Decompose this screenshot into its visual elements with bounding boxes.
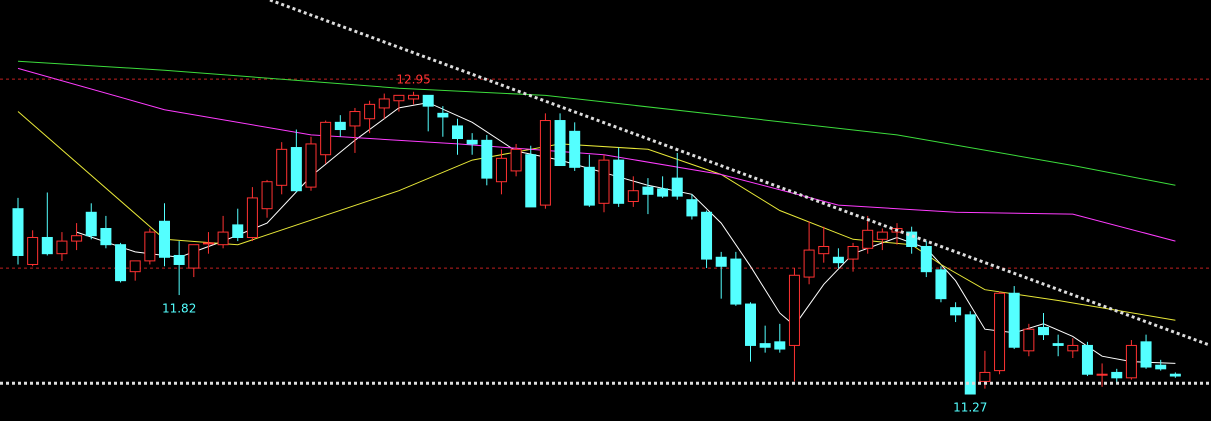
candle-body bbox=[320, 121, 332, 156]
price-label: 11.27 bbox=[953, 401, 987, 415]
candle-body bbox=[906, 231, 918, 247]
candle-body bbox=[569, 130, 581, 168]
candle-body bbox=[745, 303, 756, 346]
candle-body bbox=[554, 120, 566, 167]
candle-body bbox=[657, 188, 669, 197]
candle-body bbox=[364, 103, 376, 120]
candle-body bbox=[510, 148, 522, 172]
candle-body bbox=[701, 211, 713, 260]
candle-body bbox=[598, 159, 610, 204]
candle-body bbox=[964, 314, 976, 395]
candle-body bbox=[950, 307, 962, 316]
candle-body bbox=[495, 157, 507, 183]
candle-body bbox=[1067, 344, 1079, 352]
candle-body bbox=[437, 112, 449, 118]
candle-body bbox=[246, 197, 258, 238]
candle-body bbox=[862, 229, 874, 249]
candle-body bbox=[422, 94, 434, 107]
candle-body bbox=[100, 227, 112, 246]
candle-body bbox=[71, 235, 83, 242]
candle-body bbox=[129, 260, 141, 273]
candle-body bbox=[1096, 373, 1108, 376]
candle-body bbox=[1125, 344, 1137, 379]
candle-body bbox=[290, 147, 302, 192]
price-label: 12.95 bbox=[396, 72, 430, 86]
candle-body bbox=[202, 242, 214, 245]
trend-line bbox=[269, 0, 1211, 347]
candle-body bbox=[1140, 341, 1152, 368]
moving-average bbox=[17, 60, 1176, 186]
candle-body bbox=[276, 148, 288, 186]
candle-body bbox=[642, 186, 654, 195]
candle-body bbox=[173, 254, 185, 265]
candle-body bbox=[832, 256, 844, 264]
candle-body bbox=[847, 245, 859, 260]
candle-body bbox=[159, 220, 170, 258]
candle-body bbox=[334, 121, 346, 131]
candle-body bbox=[452, 125, 463, 140]
candle-body bbox=[12, 208, 24, 256]
candle-body bbox=[818, 245, 830, 255]
candle-body bbox=[261, 181, 273, 210]
candle-body bbox=[305, 143, 317, 188]
candle-body bbox=[1008, 292, 1020, 348]
price-label: 11.82 bbox=[162, 302, 196, 316]
candle-body bbox=[1155, 364, 1167, 370]
candle-body bbox=[41, 236, 53, 255]
candle-body bbox=[1169, 373, 1181, 377]
candle-body bbox=[671, 177, 683, 197]
candle-body bbox=[994, 292, 1006, 372]
candle-body bbox=[408, 94, 420, 100]
candle-body bbox=[715, 256, 727, 267]
candle-body bbox=[27, 236, 39, 265]
candle-body bbox=[935, 269, 947, 300]
candle-body bbox=[979, 371, 991, 382]
moving-average bbox=[17, 67, 1176, 242]
candle-body bbox=[730, 258, 742, 305]
candle-body bbox=[803, 249, 815, 278]
candle-body bbox=[788, 274, 800, 346]
candle-body bbox=[217, 231, 229, 246]
candle-body bbox=[774, 341, 786, 350]
candle-body bbox=[539, 120, 551, 206]
candle-body bbox=[349, 111, 361, 127]
candle-body bbox=[1023, 328, 1035, 352]
candle-body bbox=[686, 199, 698, 217]
candle-body bbox=[920, 245, 932, 273]
candle-body bbox=[56, 240, 68, 255]
candle-body bbox=[1111, 371, 1123, 379]
moving-average bbox=[17, 111, 1176, 321]
candle-body bbox=[759, 343, 771, 348]
candle-body bbox=[525, 154, 537, 208]
candle-body bbox=[1081, 344, 1093, 375]
candle-body bbox=[1038, 326, 1049, 336]
candle-body bbox=[583, 166, 595, 206]
candle-body bbox=[481, 139, 493, 179]
candle-body bbox=[876, 231, 888, 240]
candle-body bbox=[232, 224, 244, 238]
candle-body bbox=[115, 244, 127, 282]
candle-body bbox=[144, 231, 156, 262]
candle-body bbox=[393, 94, 405, 102]
candle-body bbox=[613, 159, 625, 204]
candle-body bbox=[188, 244, 200, 269]
candle-body bbox=[85, 211, 97, 237]
candle-body bbox=[627, 190, 639, 203]
candle-body bbox=[466, 139, 478, 145]
candle-body bbox=[378, 98, 390, 109]
candle-body bbox=[1052, 343, 1064, 346]
